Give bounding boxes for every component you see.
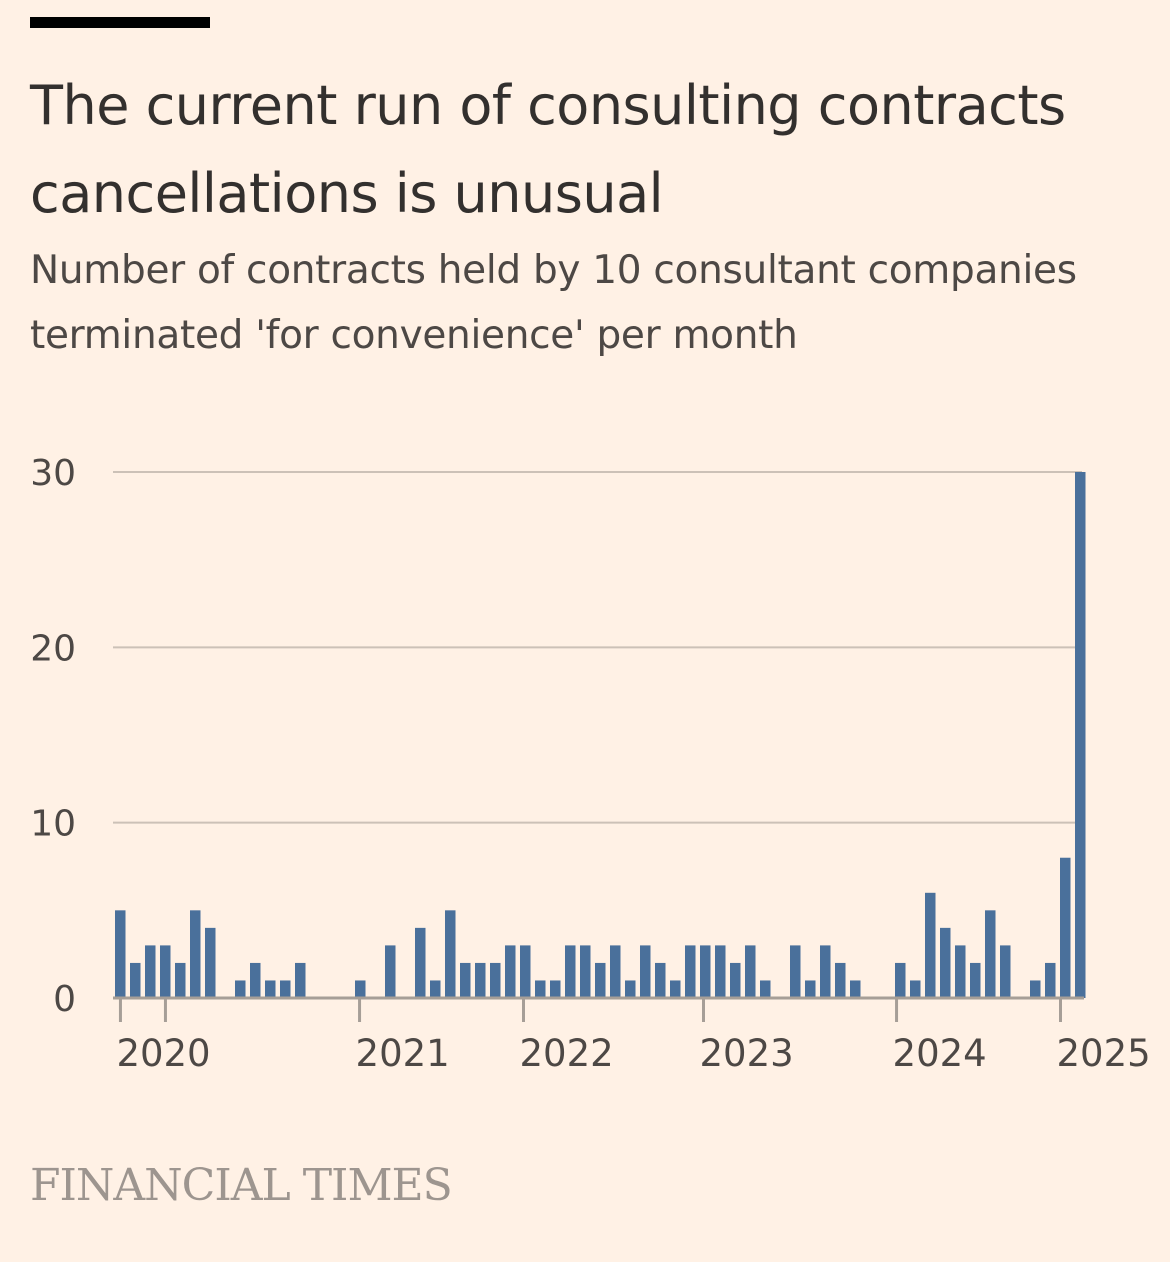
bar [1000,945,1011,998]
bar [700,945,711,998]
y-tick-label: 0 [53,979,76,1020]
bar [595,962,606,998]
bar [655,962,666,998]
bars [115,472,1086,998]
x-tick-label: 2024 [893,1032,987,1075]
bar [970,962,981,998]
bar [685,945,696,998]
bar [160,945,171,998]
x-tick-label: 2020 [116,1032,210,1075]
bar [145,945,156,998]
bar [505,945,516,998]
bar [835,962,846,998]
bar [430,980,441,998]
y-tick-label: 30 [30,453,76,494]
bar [460,962,471,998]
bar [940,927,951,998]
x-axis-labels: 2020 2021 2022 2023 2024 2025 [116,1032,1150,1075]
y-tick-label: 10 [30,804,76,845]
x-tick-label: 2021 [356,1032,450,1075]
bar [1075,472,1086,998]
bar [190,910,201,998]
bar [715,945,726,998]
bar-chart: 0 10 20 30 2020 2021 2022 2023 2024 2025 [30,453,1150,1075]
bar [550,980,561,998]
bar [415,927,426,998]
brand-rule [30,17,210,28]
bar [490,962,501,998]
bar [355,980,366,998]
bar [910,980,921,998]
chart-title: The current run of consulting contracts … [30,74,1066,225]
bar [1030,980,1041,998]
bar [265,980,276,998]
bar [985,910,996,998]
x-tick-label: 2023 [700,1032,794,1075]
bar [535,980,546,998]
bar [565,945,576,998]
bar [625,980,636,998]
bar [955,945,966,998]
bar [790,945,801,998]
bar [130,962,141,998]
bar [760,980,771,998]
bar [640,945,651,998]
bar [580,945,591,998]
bar [445,910,456,998]
ft-logo: FINANCIAL TIMES [30,1160,453,1211]
bar [280,980,291,998]
bar [1060,857,1071,998]
bar [610,945,621,998]
y-tick-label: 20 [30,628,76,669]
chart-subtitle: Number of contracts held by 10 consultan… [30,248,1077,358]
bar [820,945,831,998]
bar [295,962,306,998]
bar [925,892,936,998]
bar [385,945,396,998]
bar [1045,962,1056,998]
bar [475,962,486,998]
bar [250,962,261,998]
bar [205,927,216,998]
x-tick-label: 2022 [520,1032,614,1075]
gridlines [113,471,1082,824]
bar [520,945,531,998]
bar [895,962,906,998]
x-axis [113,996,1084,1022]
bar [850,980,861,998]
bar [745,945,756,998]
y-axis-labels: 0 10 20 30 [30,453,76,1020]
bar [175,962,186,998]
bar [805,980,816,998]
bar [730,962,741,998]
bar [670,980,681,998]
bar [235,980,246,998]
bar [115,910,126,998]
x-tick-label: 2025 [1057,1032,1151,1075]
